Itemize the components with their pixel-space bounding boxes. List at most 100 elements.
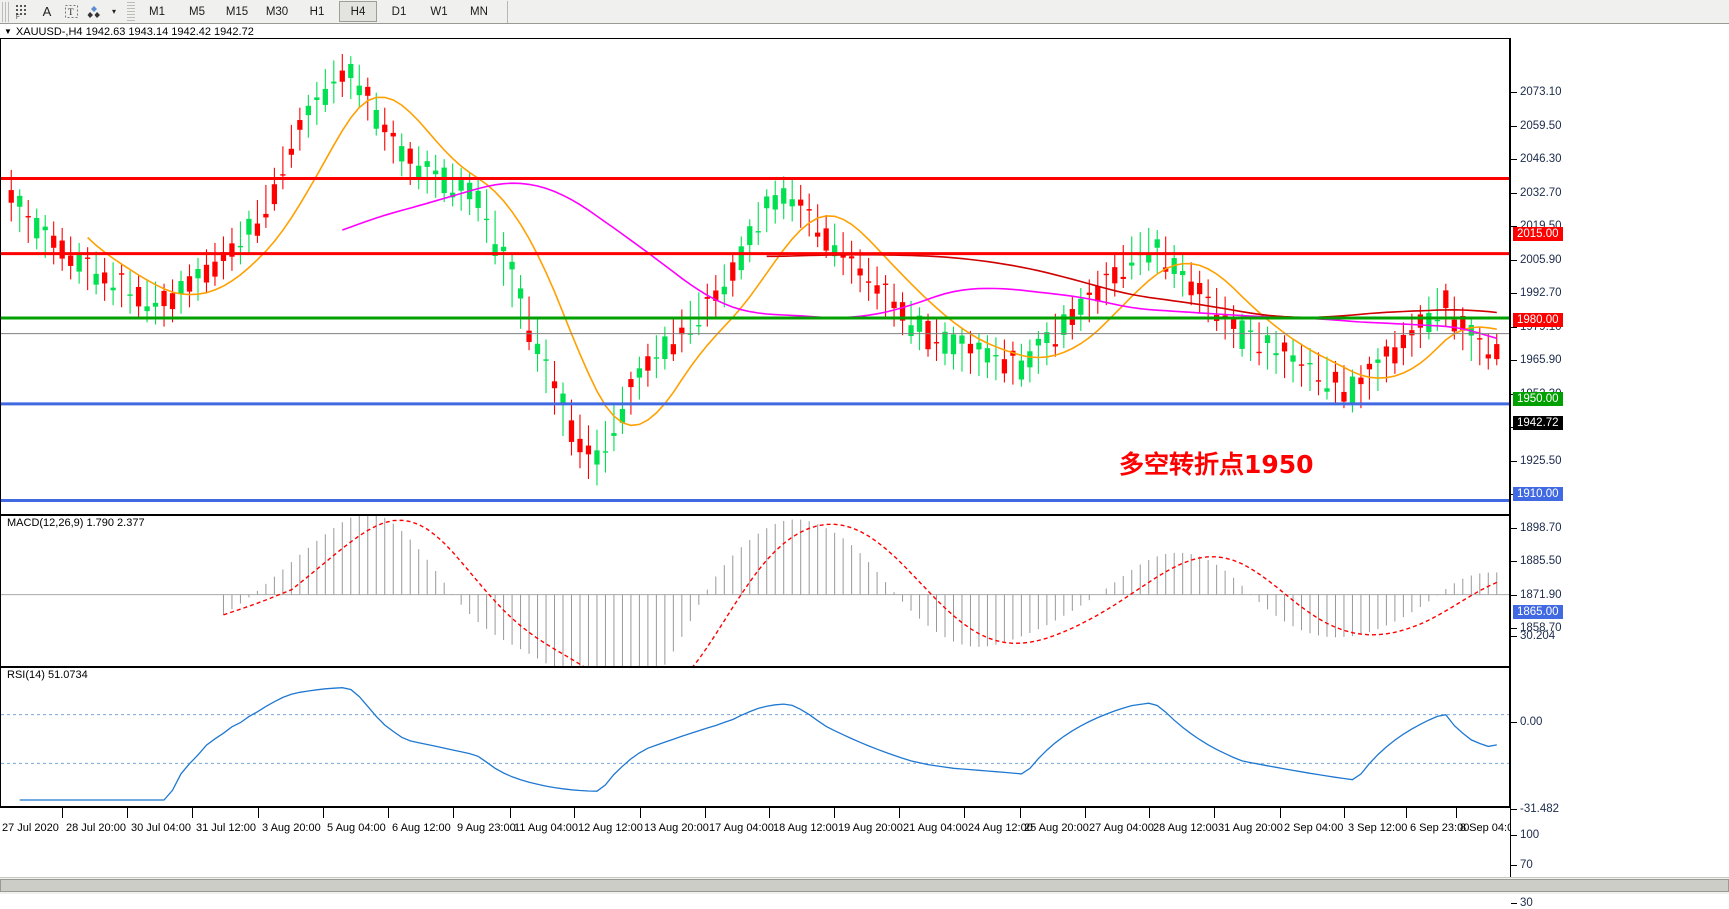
time-axis-label: 21 Aug 04:00 bbox=[903, 822, 968, 834]
price-tag-1950-00[interactable]: 1950.00 bbox=[1513, 392, 1563, 406]
price-tick bbox=[1511, 293, 1517, 294]
price-tick bbox=[1511, 159, 1517, 160]
shapes-icon[interactable] bbox=[84, 2, 106, 22]
time-axis-label: 8 Sep 04:00 bbox=[1460, 822, 1520, 834]
price-tick bbox=[1511, 528, 1517, 529]
symbol-quote-text: XAUUSD-,H4 1942.63 1943.14 1942.42 1942.… bbox=[15, 25, 254, 38]
price-chart-panel[interactable]: 多空转折点1950 bbox=[0, 38, 1510, 515]
rsi-canvas bbox=[1, 687, 1509, 801]
timeframe-m30[interactable]: M30 bbox=[265, 5, 289, 18]
time-tick bbox=[574, 808, 575, 818]
price-tick bbox=[1511, 865, 1517, 866]
time-axis-label: 25 Aug 20:00 bbox=[1024, 822, 1089, 834]
svg-text:F: F bbox=[16, 15, 20, 20]
toolbar-drag-handle[interactable] bbox=[2, 1, 10, 22]
time-tick bbox=[640, 808, 641, 818]
price-axis-label: 1871.90 bbox=[1520, 589, 1562, 601]
time-axis-label: 5 Aug 04:00 bbox=[327, 822, 386, 834]
toolbar-group-separator bbox=[127, 1, 135, 22]
price-tick bbox=[1511, 327, 1517, 328]
price-tick bbox=[1511, 461, 1517, 462]
price-chart-canvas: 多空转折点1950 bbox=[1, 54, 1509, 502]
text-box-icon[interactable]: T bbox=[60, 2, 82, 22]
time-axis-label: 31 Aug 20:00 bbox=[1218, 822, 1283, 834]
price-tag-2015-00[interactable]: 2015.00 bbox=[1513, 227, 1563, 241]
rsi-indicator-label: RSI(14) 51.0734 bbox=[5, 669, 90, 681]
price-tag-1942-72[interactable]: 1942.72 bbox=[1513, 416, 1563, 430]
price-axis-label: 2059.50 bbox=[1520, 120, 1562, 132]
macd-axis-label: -31.482 bbox=[1520, 803, 1560, 815]
time-axis-label: 3 Aug 20:00 bbox=[262, 822, 321, 834]
rsi-line bbox=[19, 687, 1497, 801]
time-tick bbox=[1344, 808, 1345, 818]
price-axis-label: 1858.70 bbox=[1520, 622, 1562, 634]
price-tick bbox=[1511, 636, 1517, 637]
toolbar-end-separator bbox=[507, 0, 508, 23]
time-axis-label: 9 Aug 23:00 bbox=[457, 822, 516, 834]
price-tick bbox=[1511, 360, 1517, 361]
time-tick bbox=[1020, 808, 1021, 818]
price-tag-1865-00[interactable]: 1865.00 bbox=[1513, 605, 1563, 619]
time-axis-label: 31 Jul 12:00 bbox=[196, 822, 256, 834]
symbol-dropdown-icon[interactable]: ▼ bbox=[4, 27, 12, 36]
price-axis-label: 1925.50 bbox=[1520, 455, 1562, 467]
time-axis-label: 30 Jul 04:00 bbox=[131, 822, 191, 834]
time-tick bbox=[127, 808, 128, 818]
time-axis-label: 27 Jul 2020 bbox=[2, 822, 59, 834]
price-axis-label: 1992.70 bbox=[1520, 287, 1562, 299]
time-tick bbox=[62, 808, 63, 818]
price-scale[interactable]: 2073.10 2059.50 2046.30 2032.70 2019.50 2005.… bbox=[1510, 38, 1729, 909]
time-tick bbox=[834, 808, 835, 818]
time-tick bbox=[964, 808, 965, 818]
price-tag-1910-00[interactable]: 1910.00 bbox=[1513, 487, 1563, 501]
chevron-down-icon[interactable]: ▾ bbox=[111, 7, 116, 16]
time-axis-label: 3 Sep 12:00 bbox=[1348, 822, 1408, 834]
price-axis-label: 1885.50 bbox=[1520, 555, 1562, 567]
timeframe-group: M1 M5 M15 M30 H1 H4 D1 W1 MN bbox=[137, 1, 499, 22]
time-axis-label: 19 Aug 20:00 bbox=[838, 822, 903, 834]
price-axis-label: 2005.90 bbox=[1520, 254, 1562, 266]
time-tick bbox=[1280, 808, 1281, 818]
timeframe-m5[interactable]: M5 bbox=[189, 5, 205, 18]
timeframe-mn[interactable]: MN bbox=[470, 5, 488, 18]
time-tick bbox=[1406, 808, 1407, 818]
timeframe-w1[interactable]: W1 bbox=[430, 5, 448, 18]
time-axis-label: 18 Aug 12:00 bbox=[773, 822, 838, 834]
text-label-icon[interactable]: A bbox=[42, 4, 52, 19]
time-tick bbox=[1149, 808, 1150, 818]
rsi-axis-label: 100 bbox=[1520, 829, 1540, 841]
time-axis-label: 28 Jul 20:00 bbox=[66, 822, 126, 834]
price-axis-label: 1898.70 bbox=[1520, 522, 1562, 534]
price-tick bbox=[1511, 595, 1517, 596]
timeframe-h1[interactable]: H1 bbox=[309, 5, 325, 18]
rsi-panel[interactable]: RSI(14) 51.0734 bbox=[0, 667, 1510, 807]
time-tick bbox=[192, 808, 193, 818]
time-axis-label: 13 Aug 20:00 bbox=[644, 822, 709, 834]
time-axis-label: 11 Aug 04:00 bbox=[514, 822, 579, 834]
candle-series bbox=[8, 54, 1500, 486]
timeframe-m15[interactable]: M15 bbox=[225, 5, 249, 18]
price-tick bbox=[1511, 561, 1517, 562]
scrollbar-thumb[interactable] bbox=[0, 879, 1729, 892]
time-tick bbox=[705, 808, 706, 818]
time-tick bbox=[899, 808, 900, 818]
time-axis-label: 28 Aug 12:00 bbox=[1153, 822, 1218, 834]
crosshair-icon[interactable]: F bbox=[12, 2, 34, 22]
price-tick bbox=[1511, 628, 1517, 629]
timeframe-h4[interactable]: H4 bbox=[339, 1, 377, 22]
horizontal-scrollbar[interactable] bbox=[0, 877, 1729, 894]
macd-panel[interactable]: MACD(12,26,9) 1.790 2.377 bbox=[0, 515, 1510, 667]
price-axis-label: 1965.90 bbox=[1520, 354, 1562, 366]
chart-frame: 多空转折点1950 MACD(12,26,9) 1.790 2.377 RSI(… bbox=[0, 38, 1729, 909]
time-tick bbox=[1214, 808, 1215, 818]
time-tick bbox=[323, 808, 324, 818]
time-axis-label: 6 Sep 23:00 bbox=[1410, 822, 1470, 834]
price-tag-1980-00[interactable]: 1980.00 bbox=[1513, 313, 1563, 327]
price-tick bbox=[1511, 92, 1517, 93]
timeframe-d1[interactable]: D1 bbox=[391, 5, 407, 18]
timeframe-m1[interactable]: M1 bbox=[149, 5, 165, 18]
time-tick bbox=[510, 808, 511, 818]
main-toolbar: F A T ▾ M1 M5 M15 M30 H1 H4 D1 W1 MN bbox=[0, 0, 1729, 24]
price-tick bbox=[1511, 260, 1517, 261]
svg-text:T: T bbox=[68, 7, 74, 17]
